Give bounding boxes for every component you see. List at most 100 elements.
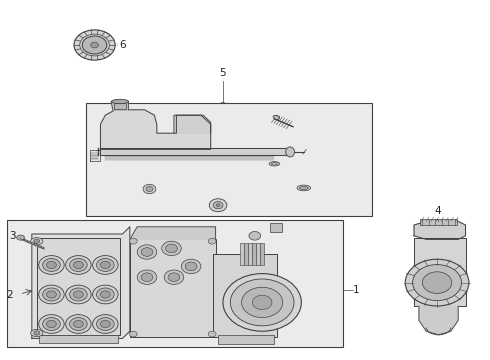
Ellipse shape	[17, 235, 24, 240]
Circle shape	[141, 248, 153, 256]
Polygon shape	[149, 187, 155, 192]
Circle shape	[100, 320, 110, 328]
Bar	[414, 238, 466, 306]
Circle shape	[209, 199, 227, 212]
Circle shape	[93, 315, 118, 333]
Ellipse shape	[30, 329, 43, 337]
Circle shape	[137, 270, 157, 284]
Polygon shape	[32, 227, 130, 338]
Circle shape	[91, 42, 98, 48]
Ellipse shape	[269, 162, 280, 166]
Ellipse shape	[271, 163, 277, 165]
Bar	[420, 219, 457, 225]
Circle shape	[252, 295, 272, 310]
Circle shape	[208, 331, 216, 337]
Circle shape	[100, 261, 110, 269]
Circle shape	[137, 245, 157, 259]
Circle shape	[168, 273, 180, 282]
Circle shape	[216, 204, 220, 207]
Circle shape	[43, 258, 60, 271]
Circle shape	[146, 186, 153, 192]
Bar	[86, 103, 372, 216]
Polygon shape	[130, 227, 216, 239]
Bar	[130, 239, 216, 337]
Circle shape	[80, 34, 109, 56]
Circle shape	[74, 261, 83, 269]
Polygon shape	[19, 237, 44, 249]
Circle shape	[164, 270, 184, 284]
Bar	[240, 243, 244, 265]
Circle shape	[66, 315, 91, 333]
Bar	[260, 243, 264, 265]
Circle shape	[70, 318, 87, 330]
Bar	[7, 220, 343, 347]
Circle shape	[166, 244, 177, 253]
Ellipse shape	[286, 147, 294, 157]
Bar	[270, 223, 282, 232]
Polygon shape	[100, 110, 211, 149]
Circle shape	[141, 273, 153, 282]
Circle shape	[70, 288, 87, 301]
Circle shape	[185, 262, 197, 271]
Text: 5: 5	[220, 68, 226, 78]
Circle shape	[213, 202, 223, 209]
Circle shape	[74, 30, 115, 60]
Circle shape	[47, 291, 56, 298]
Circle shape	[162, 241, 181, 256]
Circle shape	[249, 231, 261, 240]
Circle shape	[66, 256, 91, 274]
Circle shape	[100, 291, 110, 298]
Bar	[252, 243, 256, 265]
Circle shape	[43, 318, 60, 330]
Polygon shape	[149, 189, 155, 194]
Circle shape	[82, 36, 107, 54]
Text: 3: 3	[9, 231, 16, 241]
Circle shape	[93, 256, 118, 274]
Circle shape	[97, 258, 114, 271]
Circle shape	[181, 259, 201, 274]
Circle shape	[413, 265, 462, 301]
Circle shape	[223, 274, 301, 331]
Polygon shape	[414, 221, 466, 239]
Circle shape	[39, 315, 64, 333]
Circle shape	[129, 238, 137, 244]
Polygon shape	[149, 184, 155, 189]
Circle shape	[97, 288, 114, 301]
Circle shape	[43, 288, 60, 301]
Text: 6: 6	[119, 40, 126, 50]
Ellipse shape	[299, 186, 308, 190]
Bar	[114, 103, 126, 109]
Circle shape	[405, 259, 469, 306]
Polygon shape	[174, 115, 211, 133]
Bar	[256, 243, 260, 265]
Circle shape	[47, 261, 56, 269]
Circle shape	[74, 291, 83, 298]
Bar	[248, 243, 252, 265]
Ellipse shape	[30, 238, 43, 245]
Bar	[213, 254, 277, 337]
Circle shape	[39, 285, 64, 304]
Circle shape	[97, 318, 114, 330]
Polygon shape	[144, 184, 149, 189]
Text: 4: 4	[434, 206, 441, 216]
Ellipse shape	[111, 99, 128, 104]
Circle shape	[34, 331, 40, 335]
Polygon shape	[419, 306, 458, 335]
Circle shape	[47, 320, 56, 328]
Bar	[244, 243, 248, 265]
Circle shape	[66, 285, 91, 304]
Circle shape	[422, 272, 452, 293]
Text: 1: 1	[353, 285, 360, 295]
Polygon shape	[111, 102, 128, 110]
Ellipse shape	[273, 115, 280, 120]
Circle shape	[39, 256, 64, 274]
Ellipse shape	[297, 185, 311, 191]
Circle shape	[230, 279, 294, 326]
Bar	[218, 335, 274, 344]
Circle shape	[208, 238, 216, 244]
Bar	[39, 335, 118, 343]
Circle shape	[129, 331, 137, 337]
Circle shape	[74, 320, 83, 328]
Polygon shape	[90, 150, 100, 161]
Circle shape	[93, 285, 118, 304]
